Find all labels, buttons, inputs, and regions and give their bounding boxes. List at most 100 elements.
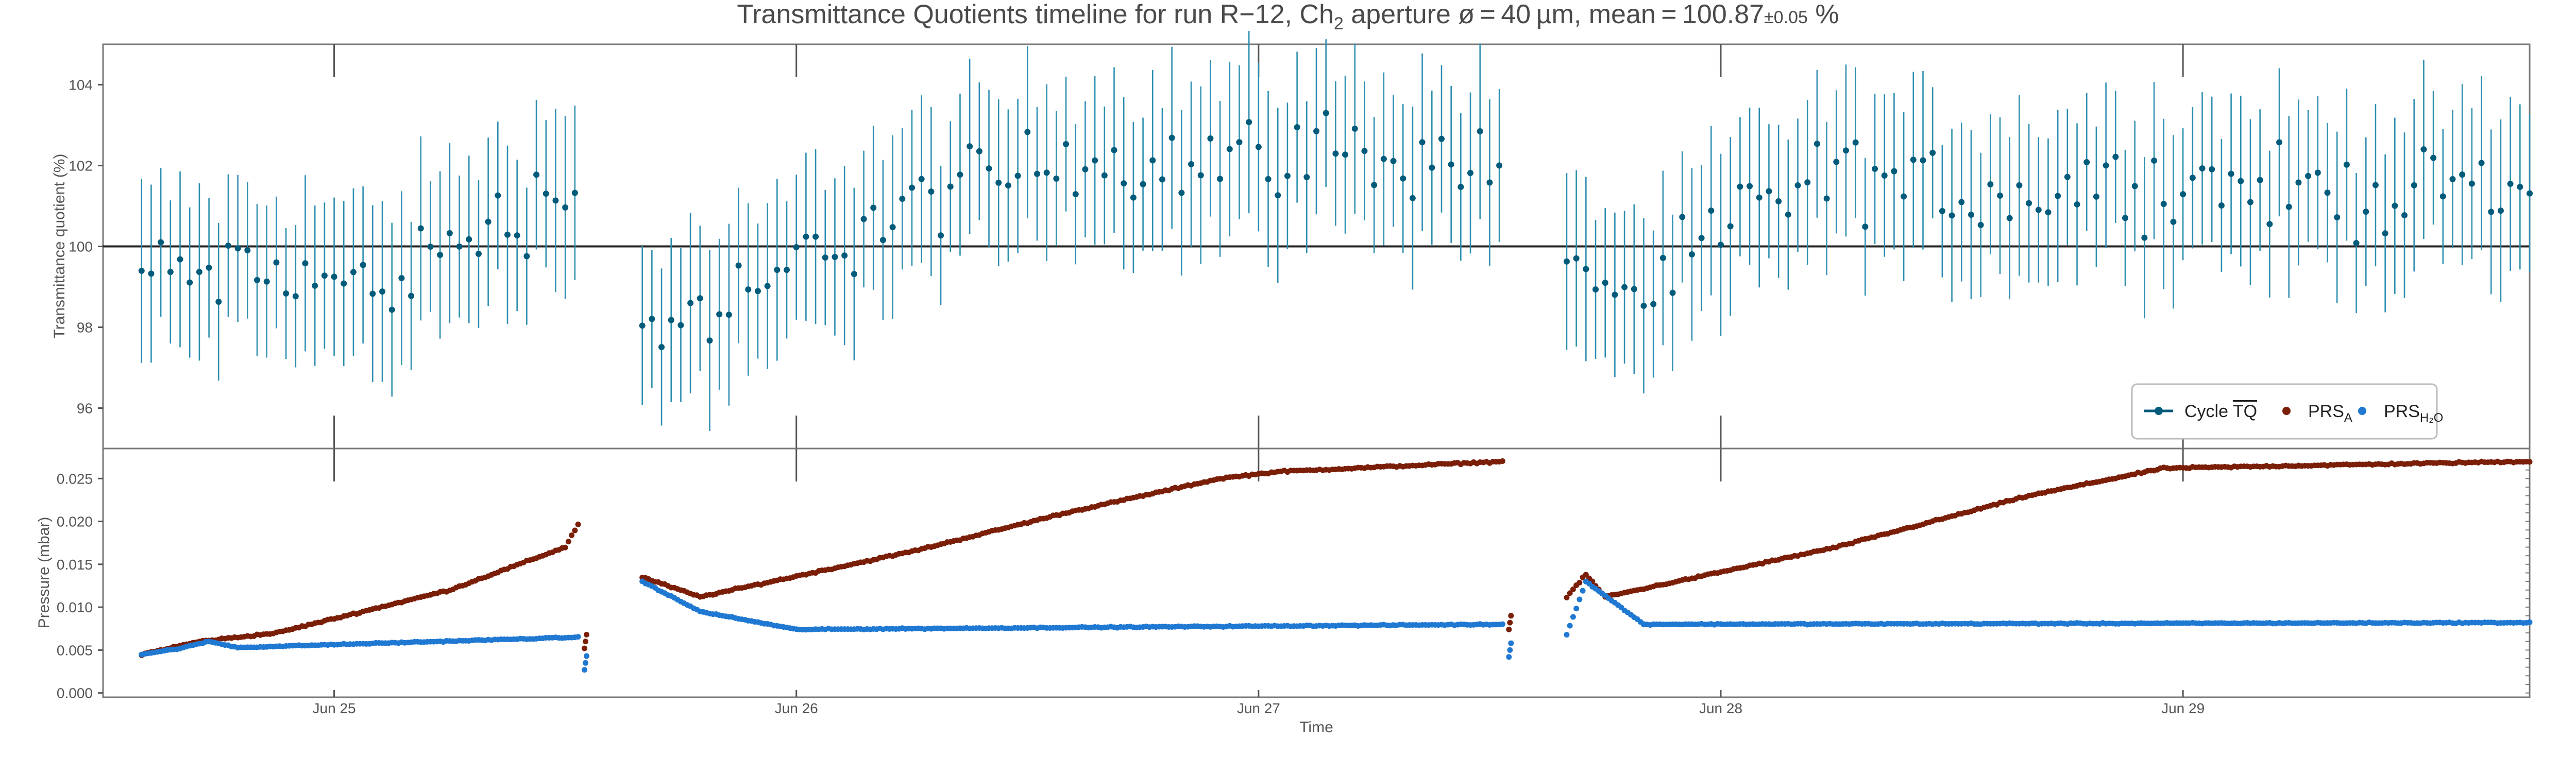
tq-point (1794, 182, 1801, 188)
tq-point (1168, 134, 1175, 141)
prs-h2o-point (2527, 619, 2533, 625)
tq-point (1217, 176, 1224, 182)
tq-point (1265, 176, 1272, 182)
prs-a-point (1577, 579, 1583, 585)
y-tick-label: 96 (77, 401, 93, 417)
tq-point (1756, 194, 1762, 201)
prs-a-point (1583, 572, 1589, 578)
tq-point (2449, 176, 2456, 182)
tq-point (138, 267, 145, 274)
tq-point (2507, 181, 2514, 187)
tq-point (2228, 170, 2234, 177)
tq-point (1043, 169, 1050, 176)
legend-prs-h2o-marker (2358, 407, 2366, 415)
tq-point (504, 231, 511, 238)
tq-point (1371, 182, 1378, 188)
legend-entry-prs-h2o: PRSH₂O (2358, 402, 2443, 425)
tq-point (1477, 128, 1483, 134)
tq-point (947, 183, 954, 190)
tq-point (649, 316, 655, 322)
tq-point (341, 280, 347, 287)
tq-point (1650, 301, 1657, 307)
tq-point (668, 317, 674, 323)
tq-point (2266, 221, 2273, 228)
tq-point (446, 230, 453, 236)
tq-point (148, 270, 155, 277)
tq-point (495, 192, 501, 199)
prs-a-point (572, 527, 578, 533)
tq-point (2285, 203, 2292, 210)
tq-point (187, 279, 193, 286)
tq-point (658, 343, 665, 350)
tq-point (2247, 199, 2253, 205)
tq-point (1486, 179, 1493, 186)
tq-point (273, 259, 280, 266)
tq-point (388, 306, 395, 313)
tq-point (1207, 135, 1214, 142)
tq-point (2180, 191, 2187, 198)
tq-point (1891, 168, 1897, 175)
prs-h2o-point (1564, 632, 1570, 638)
tq-point (2122, 215, 2128, 221)
tq-point (1323, 110, 1329, 116)
tq-point (408, 292, 415, 299)
tq-point (2420, 146, 2427, 152)
tq-point (1361, 148, 1368, 154)
tq-point (1448, 161, 1454, 168)
tq-point (196, 269, 202, 275)
tq-point (1804, 179, 1811, 186)
prs-a-point (1508, 613, 1514, 619)
tq-point (2295, 179, 2302, 186)
tq-point (1149, 157, 1156, 164)
tq-point (2160, 200, 2167, 207)
tq-point (1669, 289, 1676, 296)
transmittance-panel: 96 98 100 102 104 Transmittance quotient (%)… (51, 31, 2533, 450)
tq-point (2064, 174, 2071, 180)
transmittance-y-axis-label: Transmittance quotient (%) (51, 153, 68, 338)
tq-point (321, 272, 328, 279)
pressure-plot-area (102, 447, 2531, 698)
y-tick-label: 102 (69, 158, 93, 174)
tq-point (1092, 157, 1098, 164)
x-tick-label: Jun 28 (1699, 700, 1742, 716)
prs-a-point (1506, 626, 1512, 632)
tq-point (1862, 223, 1869, 230)
x-axis-label: Time (1299, 719, 1333, 736)
tq-point (1275, 192, 1281, 199)
tq-point (1342, 151, 1349, 158)
tq-point (1852, 139, 1859, 146)
legend-entry-tq: Cycle TQ (2144, 402, 2257, 421)
tq-point (427, 244, 434, 250)
tq-point (2392, 202, 2398, 209)
tq-point (879, 237, 886, 244)
tq-point (1159, 176, 1165, 183)
tq-point (2334, 214, 2341, 220)
tq-point (1351, 125, 1358, 132)
tq-point (2035, 206, 2042, 213)
tq-point (909, 184, 915, 191)
tq-point (1987, 181, 1994, 187)
prs-a-point (1499, 458, 1505, 464)
tq-point (1948, 212, 1955, 219)
tq-point (957, 171, 963, 178)
tq-point (475, 251, 482, 257)
tq-point (552, 197, 559, 204)
tq-point (2411, 182, 2417, 188)
tq-point (2026, 200, 2032, 206)
tq-point (677, 322, 684, 329)
tq-point (2478, 160, 2485, 166)
prs-a-point (1564, 594, 1570, 600)
tq-point (697, 295, 703, 302)
tq-point (1910, 157, 1917, 163)
tq-point (784, 267, 790, 273)
y-tick-label: 100 (69, 239, 93, 255)
tq-point (1313, 128, 1319, 134)
tq-point (1939, 208, 1945, 214)
tq-point (543, 191, 549, 197)
prs-h2o-points (139, 578, 2533, 673)
prs-h2o-point (1573, 606, 1580, 612)
tq-point (1121, 180, 1127, 187)
tq-point (2324, 190, 2331, 196)
tq-point (1332, 150, 1339, 157)
y-tick-label: 0.010 (57, 599, 93, 615)
